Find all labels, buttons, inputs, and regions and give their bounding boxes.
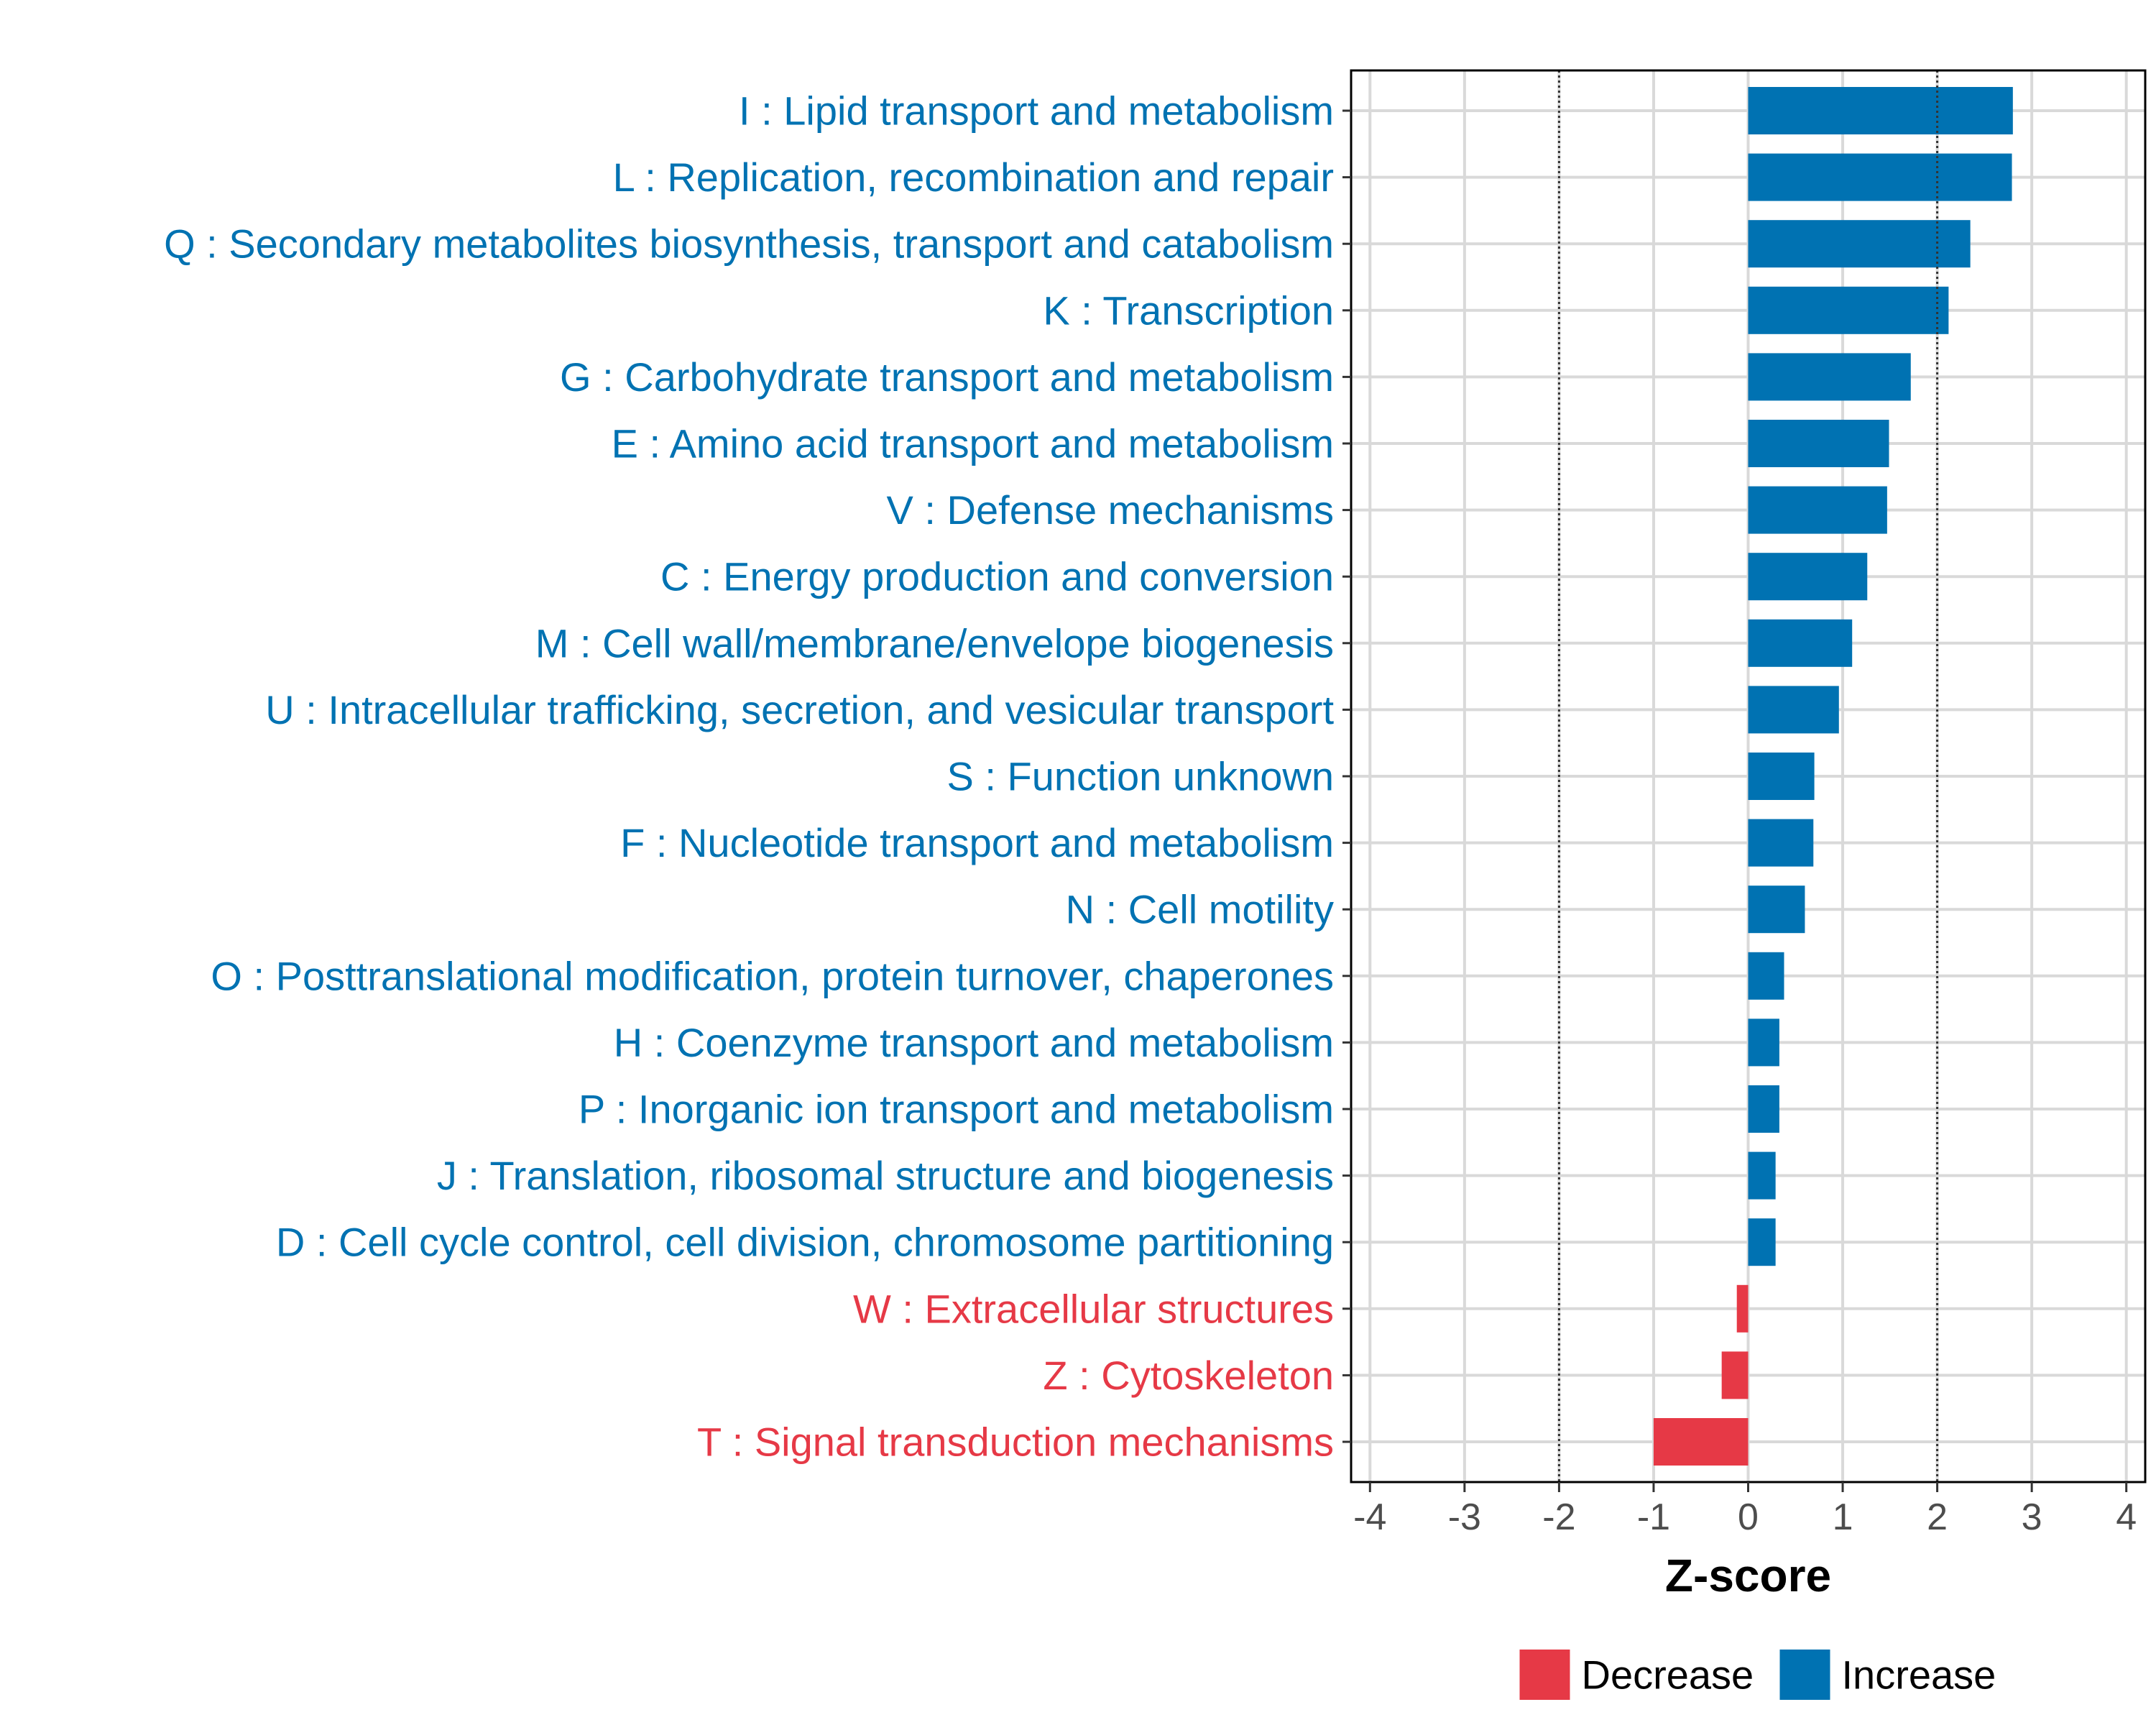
x-tick-label: -3	[1448, 1496, 1481, 1538]
bar	[1748, 886, 1805, 934]
category-label: G : Carbohydrate transport and metabolis…	[560, 354, 1334, 400]
x-tick-label: 0	[1738, 1496, 1759, 1538]
legend: Decrease Increase	[1519, 1650, 1996, 1700]
legend-swatch	[1779, 1650, 1830, 1700]
legend-label: Decrease	[1582, 1652, 1754, 1698]
category-label: V : Defense mechanisms	[887, 487, 1334, 533]
category-label: E : Amino acid transport and metabolism	[612, 421, 1334, 466]
bar	[1748, 87, 2013, 134]
legend-swatch	[1519, 1650, 1570, 1700]
bar	[1748, 1018, 1779, 1067]
category-label: O : Posttranslational modification, prot…	[211, 953, 1334, 998]
x-tick-label: -1	[1637, 1496, 1670, 1538]
bar	[1748, 553, 1868, 601]
category-label: K : Transcription	[1043, 288, 1334, 333]
bar	[1748, 286, 1949, 334]
legend-label: Increase	[1842, 1652, 1996, 1698]
bar	[1748, 353, 1911, 401]
bar	[1748, 753, 1815, 800]
category-label: L : Replication, recombination and repai…	[613, 155, 1334, 200]
category-label: S : Function unknown	[946, 754, 1334, 799]
bar	[1748, 1218, 1776, 1266]
category-label: N : Cell motility	[1066, 887, 1334, 932]
category-label: H : Coenzyme transport and metabolism	[614, 1020, 1334, 1065]
bar	[1721, 1351, 1749, 1399]
category-label: J : Translation, ribosomal structure and…	[437, 1153, 1334, 1198]
x-axis-title: Z-score	[1665, 1550, 1831, 1601]
x-tick-label: 4	[2116, 1496, 2137, 1538]
x-axis: -4 -3 -2 -1 0 1 2 3 4	[1353, 1482, 2137, 1538]
category-label: T : Signal transduction mechanisms	[697, 1420, 1334, 1465]
category-label: F : Nucleotide transport and metabolism	[620, 820, 1334, 865]
category-label: I : Lipid transport and metabolism	[739, 88, 1334, 134]
category-label: C : Energy production and conversion	[660, 554, 1334, 599]
category-labels: I : Lipid transport and metabolism L : Re…	[164, 88, 1351, 1465]
bars	[1653, 87, 2013, 1466]
x-tick-label: 3	[2022, 1496, 2042, 1538]
x-tick-label: 2	[1927, 1496, 1948, 1538]
bar	[1748, 486, 1887, 534]
bar	[1748, 819, 1814, 867]
category-label: W : Extracellular structures	[853, 1286, 1334, 1331]
bar	[1748, 1085, 1779, 1133]
x-tick-label: -2	[1542, 1496, 1575, 1538]
category-label: U : Intracellular trafficking, secretion…	[265, 687, 1334, 732]
x-tick-label: -4	[1353, 1496, 1386, 1538]
bar	[1748, 420, 1889, 467]
category-label: M : Cell wall/membrane/envelope biogenes…	[535, 620, 1334, 666]
bar	[1748, 153, 2012, 201]
bar	[1748, 619, 1853, 667]
category-label: Z : Cytoskeleton	[1043, 1353, 1334, 1398]
bar	[1736, 1284, 1749, 1333]
x-tick-label: 1	[1833, 1496, 1853, 1538]
reference-lines	[1557, 70, 1939, 1482]
bar	[1748, 952, 1784, 1000]
bar	[1748, 686, 1839, 734]
bar	[1748, 1151, 1776, 1200]
bar	[1748, 220, 1971, 268]
category-label: Q : Secondary metabolites biosynthesis, …	[164, 221, 1334, 267]
bar	[1653, 1418, 1749, 1466]
category-label: D : Cell cycle control, cell division, c…	[276, 1220, 1334, 1265]
category-label: P : Inorganic ion transport and metaboli…	[579, 1087, 1334, 1132]
